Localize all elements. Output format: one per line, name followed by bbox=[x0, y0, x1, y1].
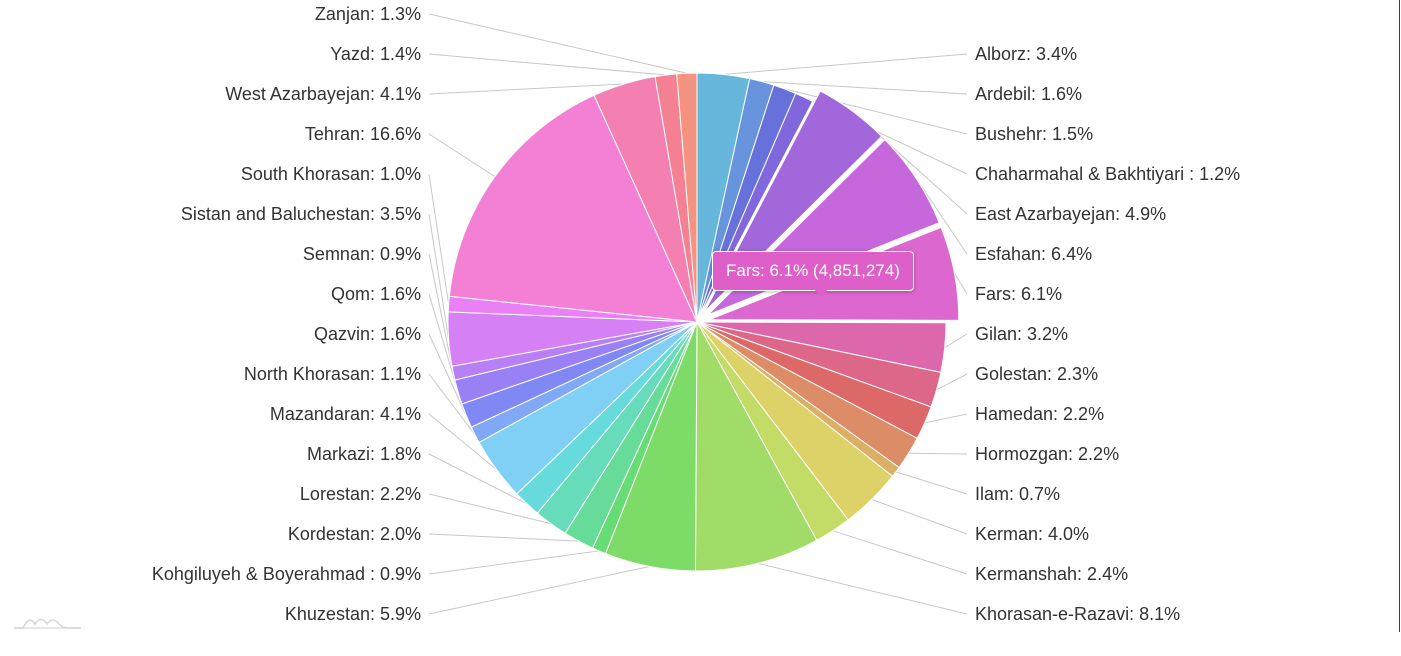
slice-label-qazvin: Qazvin: 1.6% bbox=[314, 324, 421, 344]
chart-border bbox=[1399, 0, 1400, 632]
label-tick-fars bbox=[953, 272, 968, 295]
slice-label-west-azarbayejan: West Azarbayejan: 4.1% bbox=[225, 84, 421, 104]
tooltip-pointer bbox=[814, 289, 828, 297]
amcharts-logo-icon[interactable] bbox=[13, 610, 83, 632]
slice-label-kohgiluyeh-boyerahmad: Kohgiluyeh & Boyerahmad : 0.9% bbox=[152, 564, 421, 584]
slice-label-kerman: Kerman: 4.0% bbox=[975, 524, 1089, 544]
label-tick-kermanshah bbox=[832, 530, 968, 575]
slice-label-hamedan: Hamedan: 2.2% bbox=[975, 404, 1104, 424]
label-tick-ilam bbox=[895, 471, 968, 495]
slice-label-kermanshah: Kermanshah: 2.4% bbox=[975, 564, 1128, 584]
slice-label-esfahan: Esfahan: 6.4% bbox=[975, 244, 1092, 264]
slice-label-fars: Fars: 6.1% bbox=[975, 284, 1062, 304]
pie-slice-khorasan-e-razavi[interactable] bbox=[694, 320, 818, 572]
slice-label-kordestan: Kordestan: 2.0% bbox=[288, 524, 421, 544]
label-tick-qazvin bbox=[428, 333, 467, 416]
label-tick-alborz bbox=[723, 53, 968, 75]
slice-label-south-khorasan: South Khorasan: 1.0% bbox=[241, 164, 421, 184]
slice-label-east-azarbayejan: East Azarbayejan: 4.9% bbox=[975, 204, 1166, 224]
label-tick-hormozgan bbox=[908, 452, 968, 455]
label-tick-golestan bbox=[936, 373, 968, 391]
slice-label-hormozgan: Hormozgan: 2.2% bbox=[975, 444, 1119, 464]
label-tick-markazi bbox=[428, 453, 528, 505]
slice-label-semnan: Semnan: 0.9% bbox=[303, 244, 421, 264]
label-tick-yazd bbox=[428, 53, 666, 76]
label-tick-qom bbox=[428, 293, 459, 393]
label-tick-zanjan bbox=[428, 13, 687, 74]
label-tick-sistan-and-baluchestan bbox=[428, 213, 450, 340]
slice-label-golestan: Golestan: 2.3% bbox=[975, 364, 1098, 384]
slice-label-sistan-and-baluchestan: Sistan and Baluchestan: 3.5% bbox=[181, 204, 421, 224]
label-tick-south-khorasan bbox=[428, 173, 450, 305]
pie-slice-tehran[interactable] bbox=[448, 94, 698, 323]
label-tick-kohgiluyeh-boyerahmad bbox=[428, 550, 600, 575]
label-tick-khorasan-e-razavi bbox=[757, 562, 968, 615]
slice-label-chaharmahal-bakhtiyari: Chaharmahal & Bakhtiyari : 1.2% bbox=[975, 164, 1240, 184]
label-tick-semnan bbox=[428, 253, 454, 374]
label-tick-bushehr bbox=[784, 88, 968, 135]
slice-label-gilan: Gilan: 3.2% bbox=[975, 324, 1068, 344]
slice-label-zanjan: Zanjan: 1.3% bbox=[315, 4, 421, 24]
slice-label-qom: Qom: 1.6% bbox=[331, 284, 421, 304]
label-tick-lorestan bbox=[428, 493, 552, 525]
label-tick-hamedan bbox=[924, 413, 968, 424]
label-tick-kordestan bbox=[428, 533, 579, 542]
slice-label-alborz: Alborz: 3.4% bbox=[975, 44, 1077, 64]
slice-label-markazi: Markazi: 1.8% bbox=[307, 444, 421, 464]
slice-label-khuzestan: Khuzestan: 5.9% bbox=[285, 604, 421, 624]
slice-label-tehran: Tehran: 16.6% bbox=[305, 124, 421, 144]
label-tick-esfahan bbox=[915, 178, 968, 255]
tooltip: Fars: 6.1% (4,851,274) bbox=[712, 251, 914, 291]
slice-label-mazandaran: Mazandaran: 4.1% bbox=[270, 404, 421, 424]
label-tick-tehran bbox=[428, 133, 496, 177]
slice-labels: Alborz: 3.4% Ardebil: 1.6% Bushehr: 1.5% Ch… bbox=[152, 4, 1240, 624]
label-tick-gilan bbox=[944, 333, 968, 349]
label-tick-ardebil bbox=[761, 81, 968, 95]
label-tick-mazandaran bbox=[428, 413, 497, 470]
slice-label-north-khorasan: North Khorasan: 1.1% bbox=[244, 364, 421, 384]
label-tick-west-azarbayejan bbox=[428, 83, 624, 95]
slice-label-bushehr: Bushehr: 1.5% bbox=[975, 124, 1093, 144]
pie-slice-zanjan[interactable] bbox=[676, 72, 698, 323]
pie-slices bbox=[447, 72, 960, 572]
slice-label-lorestan: Lorestan: 2.2% bbox=[300, 484, 421, 504]
label-tick-kerman bbox=[871, 498, 968, 535]
slice-label-ilam: Ilam: 0.7% bbox=[975, 484, 1060, 504]
slice-label-khorasan-e-razavi: Khorasan-e-Razavi: 8.1% bbox=[975, 604, 1180, 624]
label-tick-north-khorasan bbox=[428, 373, 476, 436]
label-tick-khuzestan bbox=[428, 565, 650, 615]
slice-label-yazd: Yazd: 1.4% bbox=[330, 44, 421, 64]
label-ticks bbox=[428, 13, 968, 615]
slice-label-ardebil: Ardebil: 1.6% bbox=[975, 84, 1082, 104]
